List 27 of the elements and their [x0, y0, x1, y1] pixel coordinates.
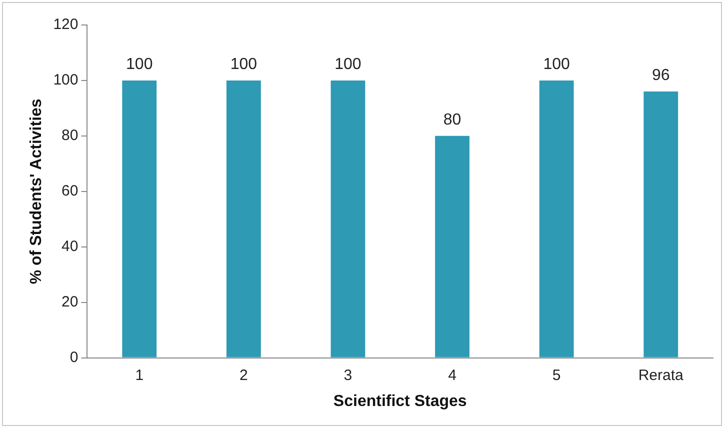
y-tick-label: 60 [62, 182, 78, 200]
bar [226, 80, 261, 358]
data-label: 100 [126, 56, 153, 73]
bar [644, 92, 678, 358]
bar [122, 80, 157, 358]
x-tick-label: 2 [240, 366, 248, 384]
data-label: 80 [443, 111, 462, 128]
x-tick-label: Rerata [638, 366, 684, 384]
x-axis-title: Scientifict Stages [333, 392, 467, 410]
bar [330, 80, 366, 358]
y-tick-label: 100 [53, 72, 78, 89]
y-tick-label: 80 [62, 127, 78, 144]
y-tick-label: 0 [70, 348, 78, 366]
x-tick-label: 1 [135, 366, 144, 384]
y-tick-label: 40 [62, 238, 78, 256]
bar [435, 136, 470, 358]
x-tick-label: 3 [344, 366, 352, 384]
x-tick-label: 4 [448, 366, 456, 384]
data-label: 100 [543, 56, 570, 73]
y-axis-title: % of Students' Activities [28, 98, 46, 284]
data-label: 100 [230, 56, 258, 73]
y-tick-label: 120 [53, 16, 78, 34]
x-tick-label: 5 [552, 366, 561, 384]
data-label: 96 [652, 66, 670, 84]
bar [539, 80, 574, 358]
y-tick-label: 20 [62, 293, 78, 310]
data-label: 100 [334, 56, 362, 73]
